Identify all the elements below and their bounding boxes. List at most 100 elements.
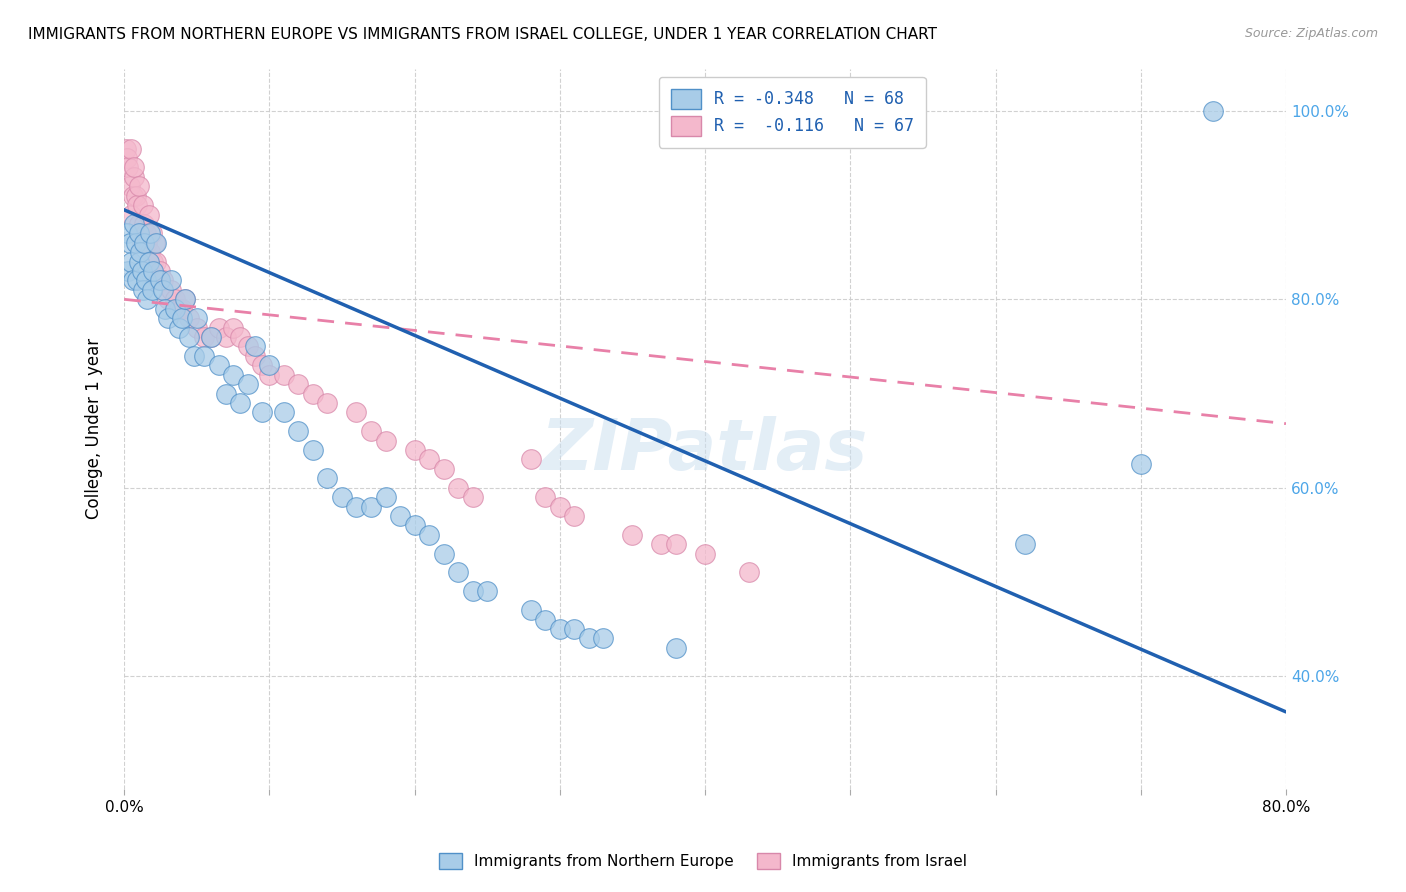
Point bbox=[737, 566, 759, 580]
Point bbox=[124, 169, 146, 184]
Point bbox=[229, 330, 252, 344]
Point bbox=[114, 142, 136, 156]
Point bbox=[172, 311, 194, 326]
Point bbox=[169, 320, 191, 334]
Point bbox=[131, 264, 153, 278]
Point bbox=[477, 584, 499, 599]
Point bbox=[118, 235, 141, 250]
Point bbox=[665, 537, 688, 551]
Point bbox=[138, 254, 160, 268]
Point bbox=[302, 386, 325, 401]
Point bbox=[139, 227, 162, 241]
Point bbox=[132, 283, 155, 297]
Point bbox=[125, 235, 148, 250]
Point bbox=[169, 301, 191, 316]
Point bbox=[121, 273, 143, 287]
Point bbox=[179, 311, 201, 326]
Point bbox=[128, 254, 150, 268]
Point bbox=[193, 330, 215, 344]
Point bbox=[159, 273, 181, 287]
Point bbox=[621, 528, 644, 542]
Point bbox=[316, 396, 339, 410]
Point bbox=[360, 424, 382, 438]
Point bbox=[302, 443, 325, 458]
Point bbox=[153, 301, 176, 316]
Point bbox=[447, 566, 470, 580]
Point bbox=[134, 235, 156, 250]
Point bbox=[250, 405, 273, 419]
Point bbox=[433, 547, 456, 561]
Point bbox=[534, 613, 557, 627]
Point bbox=[461, 584, 484, 599]
Point bbox=[120, 208, 142, 222]
Point bbox=[135, 273, 157, 287]
Point bbox=[152, 283, 174, 297]
Point bbox=[142, 254, 165, 268]
Point bbox=[183, 349, 205, 363]
Point bbox=[236, 377, 259, 392]
Point bbox=[374, 490, 396, 504]
Point bbox=[404, 518, 426, 533]
Point bbox=[117, 161, 139, 175]
Point bbox=[534, 490, 557, 504]
Point bbox=[129, 245, 152, 260]
Point bbox=[316, 471, 339, 485]
Point bbox=[243, 349, 266, 363]
Point bbox=[128, 227, 150, 241]
Point bbox=[193, 349, 215, 363]
Point bbox=[115, 151, 138, 165]
Point bbox=[118, 179, 141, 194]
Point bbox=[562, 622, 585, 636]
Point bbox=[215, 386, 238, 401]
Point bbox=[1202, 103, 1225, 118]
Point bbox=[115, 227, 138, 241]
Point bbox=[141, 283, 163, 297]
Point bbox=[156, 311, 179, 326]
Point bbox=[273, 405, 295, 419]
Point bbox=[360, 500, 382, 514]
Point bbox=[330, 490, 353, 504]
Point bbox=[139, 245, 162, 260]
Point bbox=[200, 330, 222, 344]
Point bbox=[287, 424, 309, 438]
Point bbox=[273, 368, 295, 382]
Point bbox=[120, 142, 142, 156]
Point bbox=[159, 283, 181, 297]
Point bbox=[142, 264, 165, 278]
Point bbox=[136, 293, 159, 307]
Point bbox=[200, 330, 222, 344]
Text: ZIPatlas: ZIPatlas bbox=[541, 416, 869, 485]
Point bbox=[145, 235, 167, 250]
Point bbox=[131, 235, 153, 250]
Point bbox=[186, 320, 208, 334]
Point bbox=[156, 293, 179, 307]
Point bbox=[520, 603, 543, 617]
Point bbox=[179, 330, 201, 344]
Point bbox=[134, 217, 156, 231]
Point bbox=[259, 358, 281, 372]
Point bbox=[128, 217, 150, 231]
Point bbox=[117, 264, 139, 278]
Point bbox=[374, 434, 396, 448]
Point bbox=[129, 227, 152, 241]
Point bbox=[1129, 457, 1152, 471]
Point bbox=[243, 339, 266, 353]
Point bbox=[174, 293, 197, 307]
Y-axis label: College, Under 1 year: College, Under 1 year bbox=[86, 338, 103, 519]
Point bbox=[132, 198, 155, 212]
Point bbox=[520, 452, 543, 467]
Point bbox=[548, 622, 571, 636]
Point bbox=[693, 547, 716, 561]
Point bbox=[121, 188, 143, 202]
Point bbox=[548, 500, 571, 514]
Point bbox=[222, 320, 245, 334]
Point bbox=[447, 481, 470, 495]
Point bbox=[562, 508, 585, 523]
Point bbox=[120, 254, 142, 268]
Point bbox=[124, 161, 146, 175]
Point bbox=[578, 632, 600, 646]
Point bbox=[346, 405, 368, 419]
Point bbox=[229, 396, 252, 410]
Point bbox=[149, 264, 172, 278]
Legend: R = -0.348   N = 68, R =  -0.116   N = 67: R = -0.348 N = 68, R = -0.116 N = 67 bbox=[659, 77, 925, 147]
